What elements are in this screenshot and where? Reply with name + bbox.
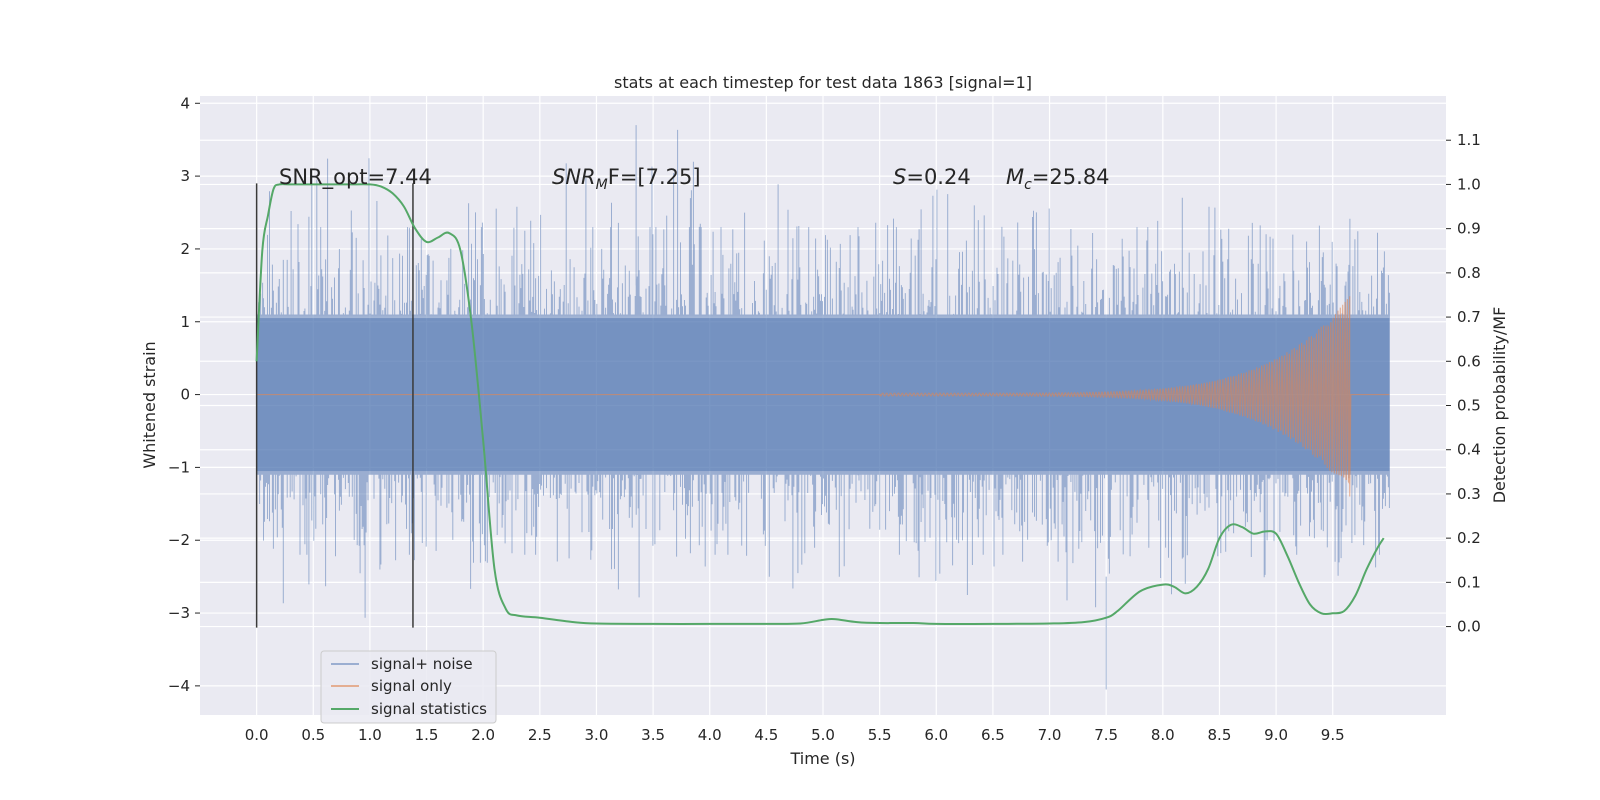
- annotation-snr-mf-main: SNR: [552, 165, 596, 189]
- x-tick-label: 0.5: [301, 726, 325, 744]
- legend-box: [320, 650, 497, 724]
- ticks: 0.0 0.5 1.0 1.5 2.0 2.5 3.0 3.5 4.0 4.5 5.0 5.5 6.0 6…: [168, 94, 1481, 744]
- x-axis-label: Time (s): [789, 749, 855, 768]
- x-tick-label: 1.0: [358, 726, 382, 744]
- x-tick-label: 2.5: [528, 726, 552, 744]
- x-tick-label: 1.5: [415, 726, 439, 744]
- x-tick-label: 3.5: [641, 726, 665, 744]
- y2-tick-label: 1.0: [1457, 175, 1481, 193]
- y-axis-label: Whitened strain: [140, 341, 159, 468]
- legend-label-signal-noise: signal+ noise: [371, 655, 473, 673]
- legend-label-signal-statistics: signal statistics: [371, 700, 487, 718]
- signal-statistics-line: [255, 183, 1385, 626]
- y2-tick-label: 0.8: [1457, 264, 1481, 282]
- x-tick-label: 0.0: [245, 726, 269, 744]
- annotation-mc: Mc=25.84: [1006, 165, 1110, 193]
- y2-tick-label: 0.4: [1457, 441, 1481, 459]
- x-tick-label: 7.5: [1094, 726, 1118, 744]
- annotation-s: S=0.24: [893, 165, 971, 189]
- chart-title: stats at each timestep for test data 186…: [614, 73, 1032, 92]
- x-tick-label: 8.5: [1208, 726, 1232, 744]
- y2-tick-label: 0.6: [1457, 352, 1481, 370]
- y2-tick-label: 1.1: [1457, 131, 1481, 149]
- annotation-mc-sub: c: [1024, 177, 1032, 193]
- y-tick-label: 3: [180, 167, 190, 185]
- y-tick-label: 0: [180, 386, 190, 404]
- y-tick-label: −2: [168, 531, 190, 549]
- annotation-snr-mf-tail: F=[7.25]: [608, 165, 701, 189]
- legend-label-signal-only: signal only: [371, 677, 452, 695]
- y2-tick-label: 0.1: [1457, 573, 1481, 591]
- annotation-mc-tail: =25.84: [1032, 165, 1110, 189]
- annotation-snr-opt: SNR_opt=7.44: [279, 165, 432, 190]
- x-tick-label: 7.0: [1038, 726, 1062, 744]
- x-tick-label: 9.5: [1321, 726, 1345, 744]
- x-tick-label: 2.0: [471, 726, 495, 744]
- y-tick-label: 4: [180, 94, 190, 112]
- y2-tick-label: 0.3: [1457, 485, 1481, 503]
- x-tick-label: 8.0: [1151, 726, 1175, 744]
- y2-tick-label: 0.5: [1457, 397, 1481, 415]
- signal-only-trace: [256, 296, 1390, 497]
- annotation-s-tail: =0.24: [906, 165, 970, 189]
- x-tick-label: 9.0: [1264, 726, 1288, 744]
- legend: signal+ noise signal only signal statist…: [320, 650, 497, 724]
- vertical-markers: [255, 183, 414, 628]
- x-tick-label: 3.0: [585, 726, 609, 744]
- y2-tick-label: 0.9: [1457, 220, 1481, 238]
- y-tick-label: 2: [180, 240, 190, 258]
- signal-statistics-trace: [255, 183, 1385, 626]
- y2-axis-label: Detection probability/MF: [1490, 307, 1509, 504]
- annotation-s-main: S: [893, 165, 906, 189]
- y-tick-label: −4: [168, 677, 190, 695]
- y2-tick-label: 0.7: [1457, 308, 1481, 326]
- y-tick-label: 1: [180, 313, 190, 331]
- x-tick-label: 6.0: [924, 726, 948, 744]
- x-tick-label: 4.0: [698, 726, 722, 744]
- annotation-snr-mf: SNRMF=[7.25]: [552, 165, 701, 193]
- y-tick-label: −1: [168, 458, 190, 476]
- signal-only-line: [256, 296, 1390, 497]
- annotation-snr-mf-sub: M: [596, 177, 608, 193]
- x-tick-label: 4.5: [754, 726, 778, 744]
- x-tick-label: 6.5: [981, 726, 1005, 744]
- x-tick-label: 5.5: [868, 726, 892, 744]
- y2-tick-label: 0.2: [1457, 529, 1481, 547]
- x-tick-label: 5.0: [811, 726, 835, 744]
- annotation-mc-main: M: [1006, 165, 1024, 189]
- y2-tick-label: 0.0: [1457, 618, 1481, 636]
- y-tick-label: −3: [168, 604, 190, 622]
